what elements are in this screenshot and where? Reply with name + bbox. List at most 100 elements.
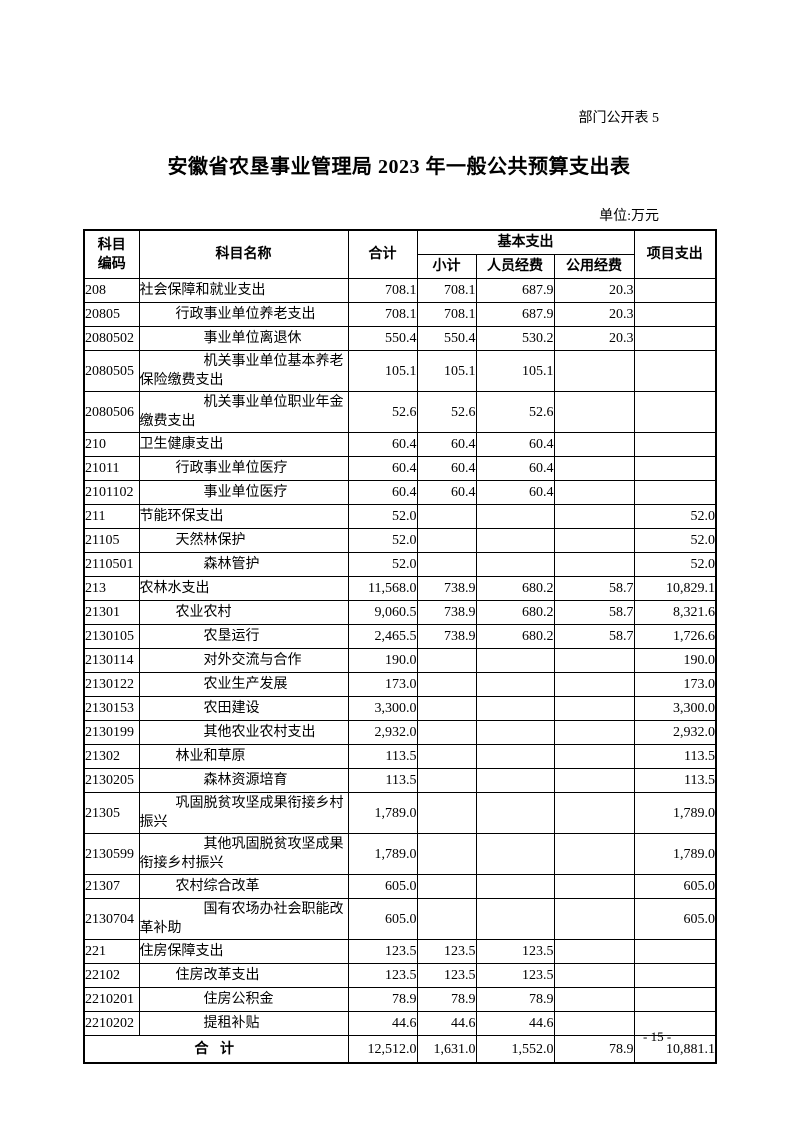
budget-expenditure-table: 科目 编码 科目名称 合计 基本支出 项目支出 小计 人员经费 公用经费 208… [83,229,717,1064]
subject-name-text: 住房保障支出 [139,944,224,959]
total-cell: 1,789.0 [347,833,418,875]
total-cell: 605.0 [347,874,418,899]
total-cell: 60.4 [347,480,418,505]
header-basic-expenditure-group: 基本支出 [416,229,635,255]
table-row: 2130199 其他农业农村支出 2,932.0 2,932.0 [83,720,717,745]
subject-name-text: 事业单位离退休 [203,331,302,346]
public-expense-cell [553,528,635,553]
public-expense-cell: 58.7 [553,576,635,601]
table-row: 21011 行政事业单位医疗 60.4 60.4 60.4 [83,456,717,481]
subject-name-text: 林业和草原 [175,749,246,764]
total-row-total: 12,512.0 [347,1035,418,1064]
subject-code-cell: 2210201 [83,987,140,1012]
header-subject-name: 科目名称 [138,229,349,279]
public-expense-cell: 20.3 [553,278,635,303]
public-expense-cell [553,648,635,673]
basic-subtotal-cell: 550.4 [416,326,477,351]
total-cell: 52.6 [347,391,418,433]
subject-code-cell: 2110501 [83,552,140,577]
public-expense-cell [553,720,635,745]
personnel-expense-cell: 687.9 [475,302,555,327]
basic-subtotal-cell: 738.9 [416,576,477,601]
basic-subtotal-cell [416,744,477,769]
basic-subtotal-cell [416,833,477,875]
project-expense-cell [633,963,717,988]
total-cell: 78.9 [347,987,418,1012]
subject-name-cell: 社会保障和就业支出 [138,278,349,303]
total-cell: 60.4 [347,456,418,481]
subject-name-text: 农田建设 [203,701,260,716]
public-expense-cell [553,504,635,529]
public-expense-cell [553,350,635,392]
header-personnel-expense: 人员经费 [475,254,555,279]
subject-name-text: 农林水支出 [139,581,210,596]
subject-name-cell: 行政事业单位养老支出 [138,302,349,327]
subject-name-text: 森林资源培育 [203,773,288,788]
personnel-expense-cell: 60.4 [475,456,555,481]
subject-name-cell: 住房保障支出 [138,939,349,964]
total-row: 合 计 12,512.0 1,631.0 1,552.0 78.9 10,881… [83,1035,717,1064]
personnel-expense-cell: 687.9 [475,278,555,303]
subject-name-text: 其他巩固脱贫攻坚成果衔接乡村振兴 [139,837,344,871]
subject-name-cell: 林业和草原 [138,744,349,769]
table-row: 213 农林水支出 11,568.0 738.9 680.2 58.7 10,8… [83,576,717,601]
total-row-project: 10,881.1 [633,1035,717,1064]
subject-name-text: 住房改革支出 [175,968,260,983]
project-expense-cell: 52.0 [633,552,717,577]
personnel-expense-cell: 123.5 [475,939,555,964]
basic-subtotal-cell [416,504,477,529]
subject-name-text: 其他农业农村支出 [203,725,316,740]
subject-name-cell: 住房公积金 [138,987,349,1012]
subject-name-text: 农业生产发展 [203,677,288,692]
header-subject-code: 科目 编码 [83,229,140,279]
subject-name-cell: 卫生健康支出 [138,432,349,457]
total-row-personnel: 1,552.0 [475,1035,555,1064]
project-expense-cell: 173.0 [633,672,717,697]
subject-name-cell: 事业单位离退休 [138,326,349,351]
public-expense-cell [553,552,635,577]
project-expense-cell: 10,829.1 [633,576,717,601]
page-title: 安徽省农垦事业管理局 2023 年一般公共预算支出表 [167,156,631,178]
basic-subtotal-cell: 738.9 [416,624,477,649]
table-row: 211 节能环保支出 52.0 52.0 [83,504,717,529]
subject-name-cell: 农田建设 [138,696,349,721]
subject-name-text: 农村综合改革 [175,879,260,894]
personnel-expense-cell [475,744,555,769]
public-expense-cell [553,987,635,1012]
personnel-expense-cell: 530.2 [475,326,555,351]
subject-name-text: 卫生健康支出 [139,437,224,452]
personnel-expense-cell: 52.6 [475,391,555,433]
public-expense-cell [553,768,635,793]
project-expense-cell: 2,932.0 [633,720,717,745]
subject-name-text: 社会保障和就业支出 [139,283,266,298]
basic-subtotal-cell [416,874,477,899]
personnel-expense-cell [475,672,555,697]
table-row: 20805 行政事业单位养老支出 708.1 708.1 687.9 20.3 [83,302,717,327]
total-cell: 52.0 [347,504,418,529]
subject-code-cell: 21307 [83,874,140,899]
unit-label: 单位:万元 [599,209,659,224]
table-row: 21301 农业农村 9,060.5 738.9 680.2 58.7 8,32… [83,600,717,625]
basic-subtotal-cell [416,768,477,793]
subject-name-text: 农业农村 [175,605,232,620]
table-row: 2130105 农垦运行 2,465.5 738.9 680.2 58.7 1,… [83,624,717,649]
table-row: 22102 住房改革支出 123.5 123.5 123.5 [83,963,717,988]
subject-name-text: 农垦运行 [203,629,260,644]
table-row: 2080505 机关事业单位基本养老保险缴费支出 105.1 105.1 105… [83,350,717,392]
basic-subtotal-cell [416,720,477,745]
subject-name-cell: 住房改革支出 [138,963,349,988]
project-expense-cell: 52.0 [633,504,717,529]
basic-subtotal-cell [416,696,477,721]
public-expense-cell: 58.7 [553,600,635,625]
table-row: 2130599 其他巩固脱贫攻坚成果衔接乡村振兴 1,789.0 1,789.0 [83,833,717,875]
subject-code-cell: 2130205 [83,768,140,793]
total-cell: 9,060.5 [347,600,418,625]
subject-name-cell: 其他农业农村支出 [138,720,349,745]
table-row: 21105 天然林保护 52.0 52.0 [83,528,717,553]
subject-name-text: 住房公积金 [203,992,274,1007]
basic-subtotal-cell [416,552,477,577]
public-expense-cell [553,672,635,697]
subject-name-cell: 森林管护 [138,552,349,577]
subject-code-cell: 2080506 [83,391,140,433]
